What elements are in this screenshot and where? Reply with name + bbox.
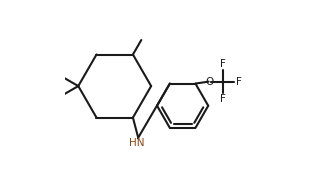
Text: HN: HN — [129, 138, 145, 148]
Text: F: F — [220, 59, 226, 69]
Text: O: O — [205, 77, 214, 87]
Text: F: F — [220, 94, 226, 104]
Text: F: F — [236, 77, 242, 87]
